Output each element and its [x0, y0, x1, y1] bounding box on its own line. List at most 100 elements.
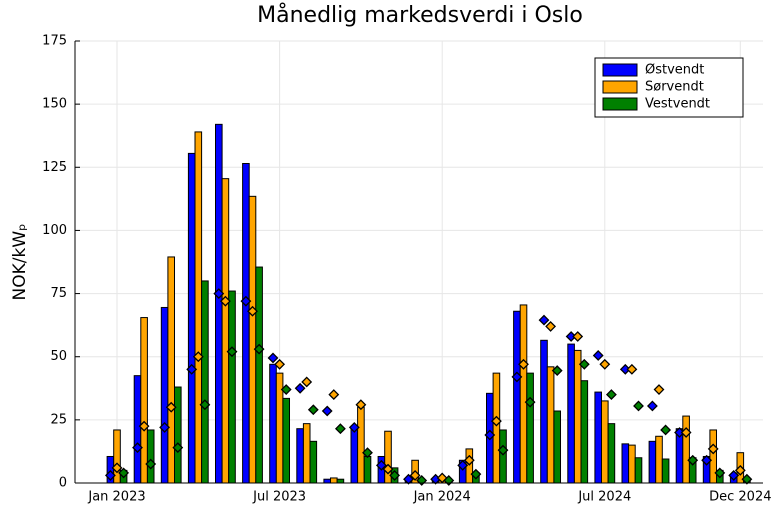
marker	[457, 459, 469, 471]
bar	[133, 375, 142, 484]
marker	[687, 454, 699, 466]
marker	[375, 459, 387, 471]
bar	[221, 178, 230, 484]
marker	[192, 351, 204, 363]
marker	[219, 295, 231, 307]
bar	[146, 429, 155, 484]
marker	[524, 396, 536, 408]
legend-swatch	[602, 80, 638, 94]
bar	[215, 123, 223, 484]
marker	[321, 405, 333, 417]
bar	[553, 410, 562, 484]
bar	[255, 266, 263, 484]
bar	[573, 349, 582, 484]
marker	[653, 384, 665, 395]
bar	[607, 423, 616, 484]
marker	[104, 470, 116, 481]
bar	[242, 162, 250, 484]
marker	[734, 464, 746, 476]
bar	[580, 380, 589, 484]
marker	[307, 404, 319, 416]
legend-label: Vestvendt	[645, 97, 710, 112]
marker	[118, 467, 130, 479]
marker	[247, 305, 258, 317]
bar	[546, 366, 555, 484]
marker	[592, 350, 604, 361]
legend-swatch	[602, 97, 638, 111]
marker	[470, 468, 482, 480]
bar	[228, 290, 236, 484]
bar	[309, 440, 318, 484]
marker	[328, 389, 340, 401]
bar	[499, 429, 507, 484]
marker	[172, 442, 184, 454]
legend-swatch	[602, 63, 638, 77]
marker	[646, 400, 658, 412]
bar	[201, 280, 209, 484]
bar	[336, 478, 345, 484]
bar	[330, 477, 338, 484]
marker	[511, 371, 523, 383]
marker	[362, 447, 373, 459]
bar	[174, 386, 182, 484]
marker	[355, 399, 367, 411]
y-tick-label: 175	[42, 34, 67, 49]
marker	[403, 473, 414, 485]
y-tick-label: 25	[50, 412, 67, 427]
x-tick-label: Dec 2024	[709, 490, 771, 505]
marker	[165, 401, 177, 413]
marker	[545, 320, 557, 332]
x-tick-label: Jan 2024	[413, 490, 471, 505]
bar	[709, 429, 718, 484]
marker	[294, 382, 306, 394]
bar	[187, 152, 196, 484]
chart-title: Månedlig markedsverdi i Oslo	[257, 2, 583, 28]
bar	[601, 400, 609, 484]
x-tick-label: Jul 2023	[252, 490, 306, 505]
marker	[348, 422, 360, 433]
bar	[661, 458, 670, 484]
x-tick-label: Jul 2024	[577, 490, 631, 505]
marker	[199, 399, 211, 411]
marker	[551, 365, 563, 377]
marker	[605, 389, 617, 401]
bar	[296, 428, 304, 484]
marker	[145, 458, 157, 470]
y-tick-label: 50	[50, 349, 67, 364]
bar	[160, 306, 169, 484]
bar	[519, 304, 528, 484]
bar	[648, 440, 657, 484]
marker	[728, 470, 740, 481]
bar	[628, 444, 636, 484]
bar	[167, 256, 176, 484]
marker	[578, 358, 590, 370]
legend-label: Sørvendt	[645, 80, 704, 95]
marker	[186, 363, 198, 375]
marker	[463, 454, 475, 466]
bar	[323, 478, 332, 484]
marker	[538, 314, 550, 326]
bar	[282, 397, 291, 484]
bar	[248, 195, 257, 484]
y-tick-label: 125	[42, 160, 67, 175]
marker	[240, 295, 252, 307]
bar	[194, 131, 203, 484]
marker	[213, 288, 225, 299]
marker	[497, 444, 509, 456]
marker	[490, 415, 502, 427]
marker	[280, 384, 292, 395]
marker	[572, 331, 584, 342]
marker	[301, 376, 313, 388]
marker	[680, 427, 692, 438]
marker	[660, 424, 672, 436]
marker	[436, 472, 448, 484]
marker	[138, 420, 150, 432]
x-tick-label: Jan 2023	[87, 490, 145, 505]
marker	[701, 454, 713, 466]
marker	[714, 467, 726, 479]
marker	[633, 400, 644, 412]
bar	[492, 372, 501, 484]
bar	[140, 317, 148, 484]
bar	[302, 423, 311, 484]
